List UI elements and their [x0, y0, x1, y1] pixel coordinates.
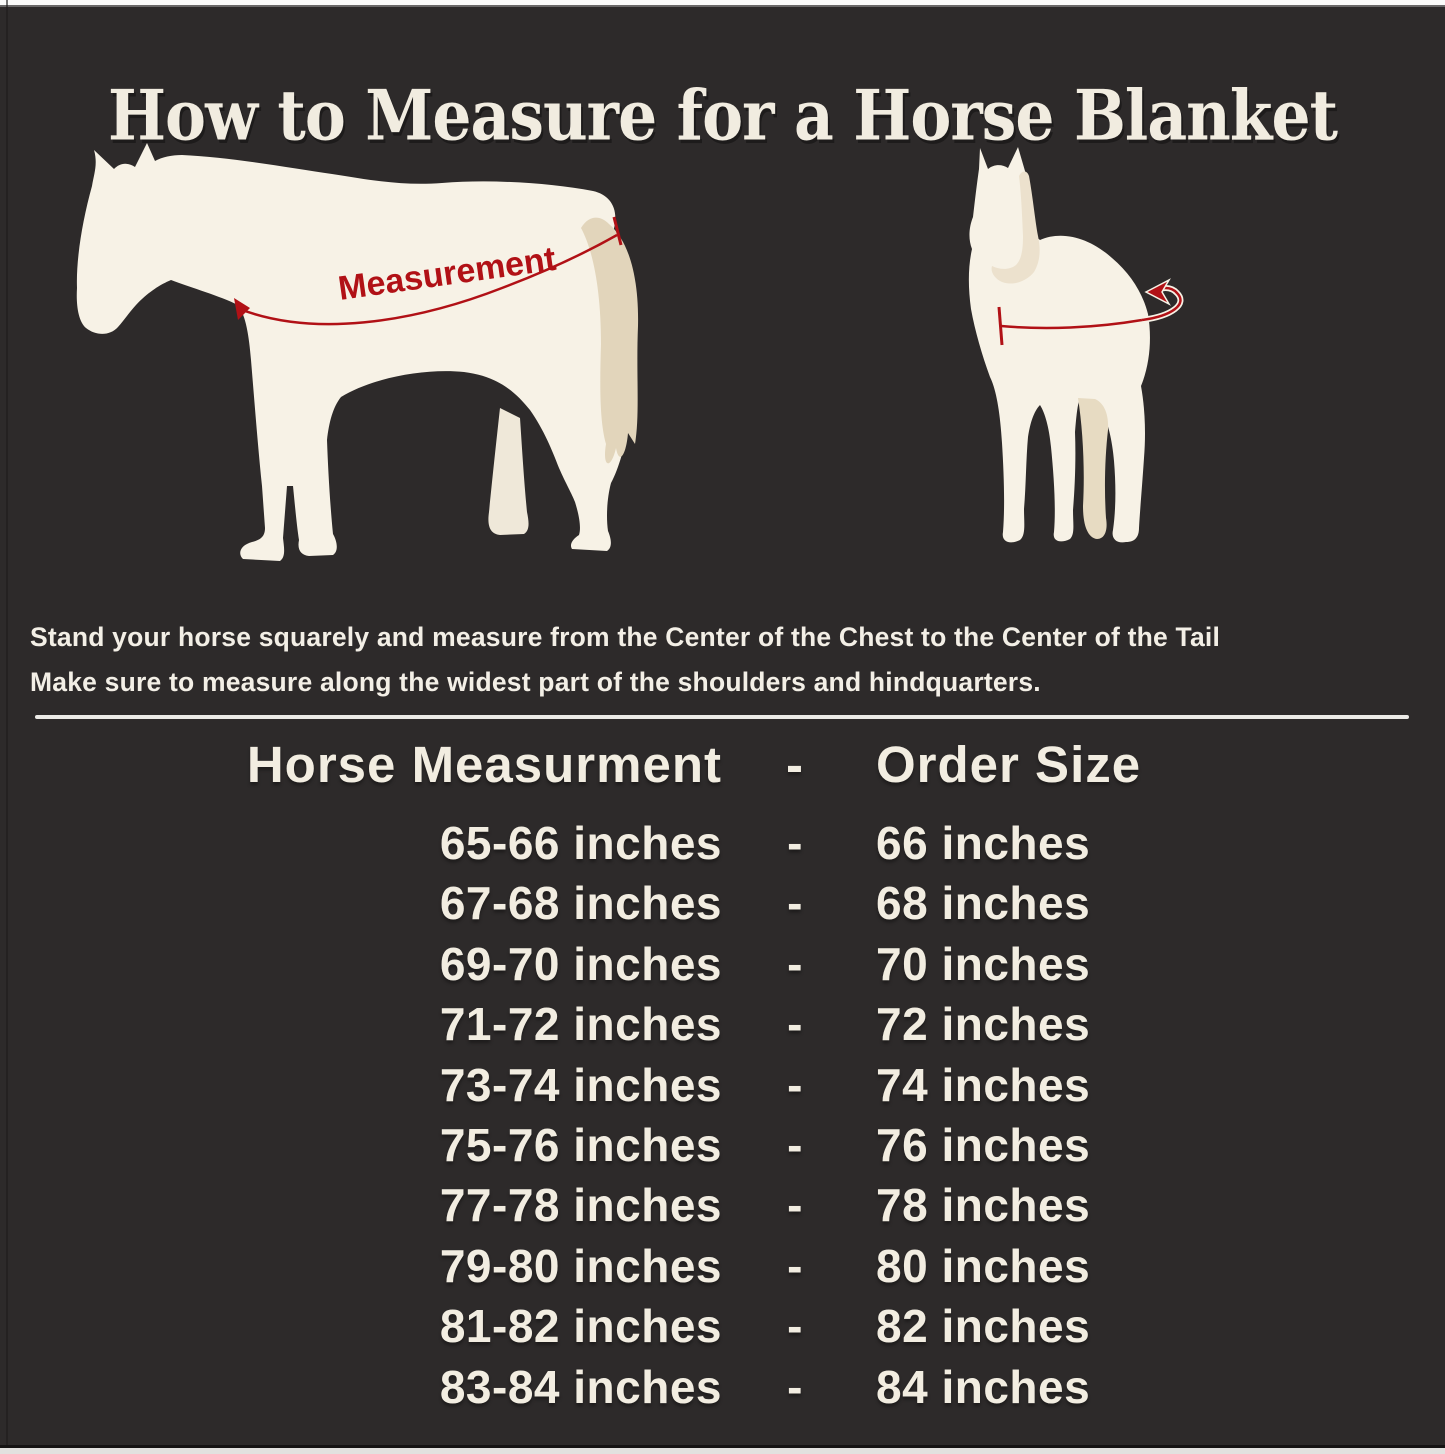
row-measurement: 75-76 inches	[439, 1119, 722, 1172]
row-order-size: 68 inches	[876, 877, 1091, 930]
row-separator: -	[787, 937, 803, 990]
table-row: 69-70 inches - 70 inches	[0, 934, 1445, 994]
measurement-end-tick	[612, 216, 623, 246]
table-row: 75-76 inches - 76 inches	[0, 1115, 1445, 1175]
horse-head-shading	[991, 171, 1040, 284]
bottom-border-strip	[0, 1445, 1445, 1454]
instructions-line1: Stand your horse squarely and measure fr…	[30, 621, 1221, 652]
horse-front-body-silhouette	[968, 147, 1150, 543]
row-measurement: 65-66 inches	[439, 817, 722, 869]
header-separator: -	[786, 736, 804, 793]
row-order-size: 70 inches	[876, 937, 1091, 990]
table-row: 81-82 inches - 82 inches	[0, 1296, 1445, 1356]
size-table: Horse Measurment - Order Size 65-66 inch…	[0, 733, 1445, 1417]
instructions-text: Stand your horse squarely and measure fr…	[30, 615, 1420, 705]
table-row: 67-68 inches - 68 inches	[0, 873, 1445, 933]
front-view-horse-illustration	[968, 147, 1184, 543]
horse-front-far-leg-shading	[1078, 398, 1109, 539]
row-order-size: 76 inches	[876, 1119, 1091, 1172]
row-separator: -	[787, 1360, 803, 1413]
row-measurement: 79-80 inches	[439, 1239, 722, 1292]
row-separator: -	[787, 1058, 803, 1111]
girth-line-start-tick	[997, 306, 1004, 346]
table-row: 73-74 inches - 74 inches	[0, 1055, 1445, 1115]
row-order-size: 74 inches	[876, 1058, 1091, 1111]
girth-line	[1000, 318, 1143, 330]
table-row: 77-78 inches - 78 inches	[0, 1175, 1445, 1235]
measurement-line	[236, 233, 618, 326]
table-row: 65-66 inches - 66 inches	[0, 813, 1445, 873]
horse-far-leg-shape	[488, 408, 529, 535]
girth-arrowhead-icon	[1144, 278, 1171, 306]
row-separator: -	[787, 817, 803, 869]
row-order-size: 84 inches	[876, 1360, 1091, 1413]
side-view-horse-illustration: Measurement	[76, 143, 639, 561]
row-separator: -	[787, 877, 803, 930]
row-measurement: 73-74 inches	[439, 1058, 722, 1111]
row-separator: -	[787, 1300, 803, 1353]
row-order-size: 82 inches	[876, 1300, 1091, 1353]
page-title: How to Measure for a Horse Blanket	[107, 75, 1338, 157]
row-separator: -	[787, 1239, 803, 1292]
table-row: 79-80 inches - 80 inches	[0, 1236, 1445, 1296]
row-separator: -	[787, 1179, 803, 1232]
top-border-strip	[0, 0, 1445, 7]
table-row: 71-72 inches - 72 inches	[0, 994, 1445, 1054]
row-measurement: 83-84 inches	[439, 1360, 722, 1413]
divider-line	[35, 715, 1409, 719]
row-order-size: 72 inches	[876, 998, 1091, 1051]
row-order-size: 66 inches	[876, 817, 1091, 869]
size-table-body: 65-66 inches - 66 inches 67-68 inches - …	[0, 813, 1445, 1417]
row-measurement: 69-70 inches	[439, 937, 722, 990]
row-measurement: 77-78 inches	[439, 1179, 722, 1232]
row-separator: -	[787, 1119, 803, 1172]
row-measurement: 67-68 inches	[439, 877, 722, 930]
size-table-header: Horse Measurment - Order Size	[0, 733, 1445, 797]
row-order-size: 80 inches	[876, 1239, 1091, 1292]
header-order-col: Order Size	[876, 736, 1142, 793]
horse-tail-shape	[581, 217, 639, 464]
instructions-line2: Make sure to measure along the widest pa…	[30, 666, 1041, 697]
header-measurement-col: Horse Measurment	[246, 736, 722, 793]
horse-body-silhouette	[76, 143, 633, 561]
table-row: 83-84 inches - 84 inches	[0, 1357, 1445, 1417]
row-measurement: 81-82 inches	[439, 1300, 722, 1353]
row-separator: -	[787, 998, 803, 1051]
row-measurement: 71-72 inches	[439, 998, 722, 1051]
left-border-line	[6, 0, 8, 1454]
row-order-size: 78 inches	[876, 1179, 1091, 1232]
